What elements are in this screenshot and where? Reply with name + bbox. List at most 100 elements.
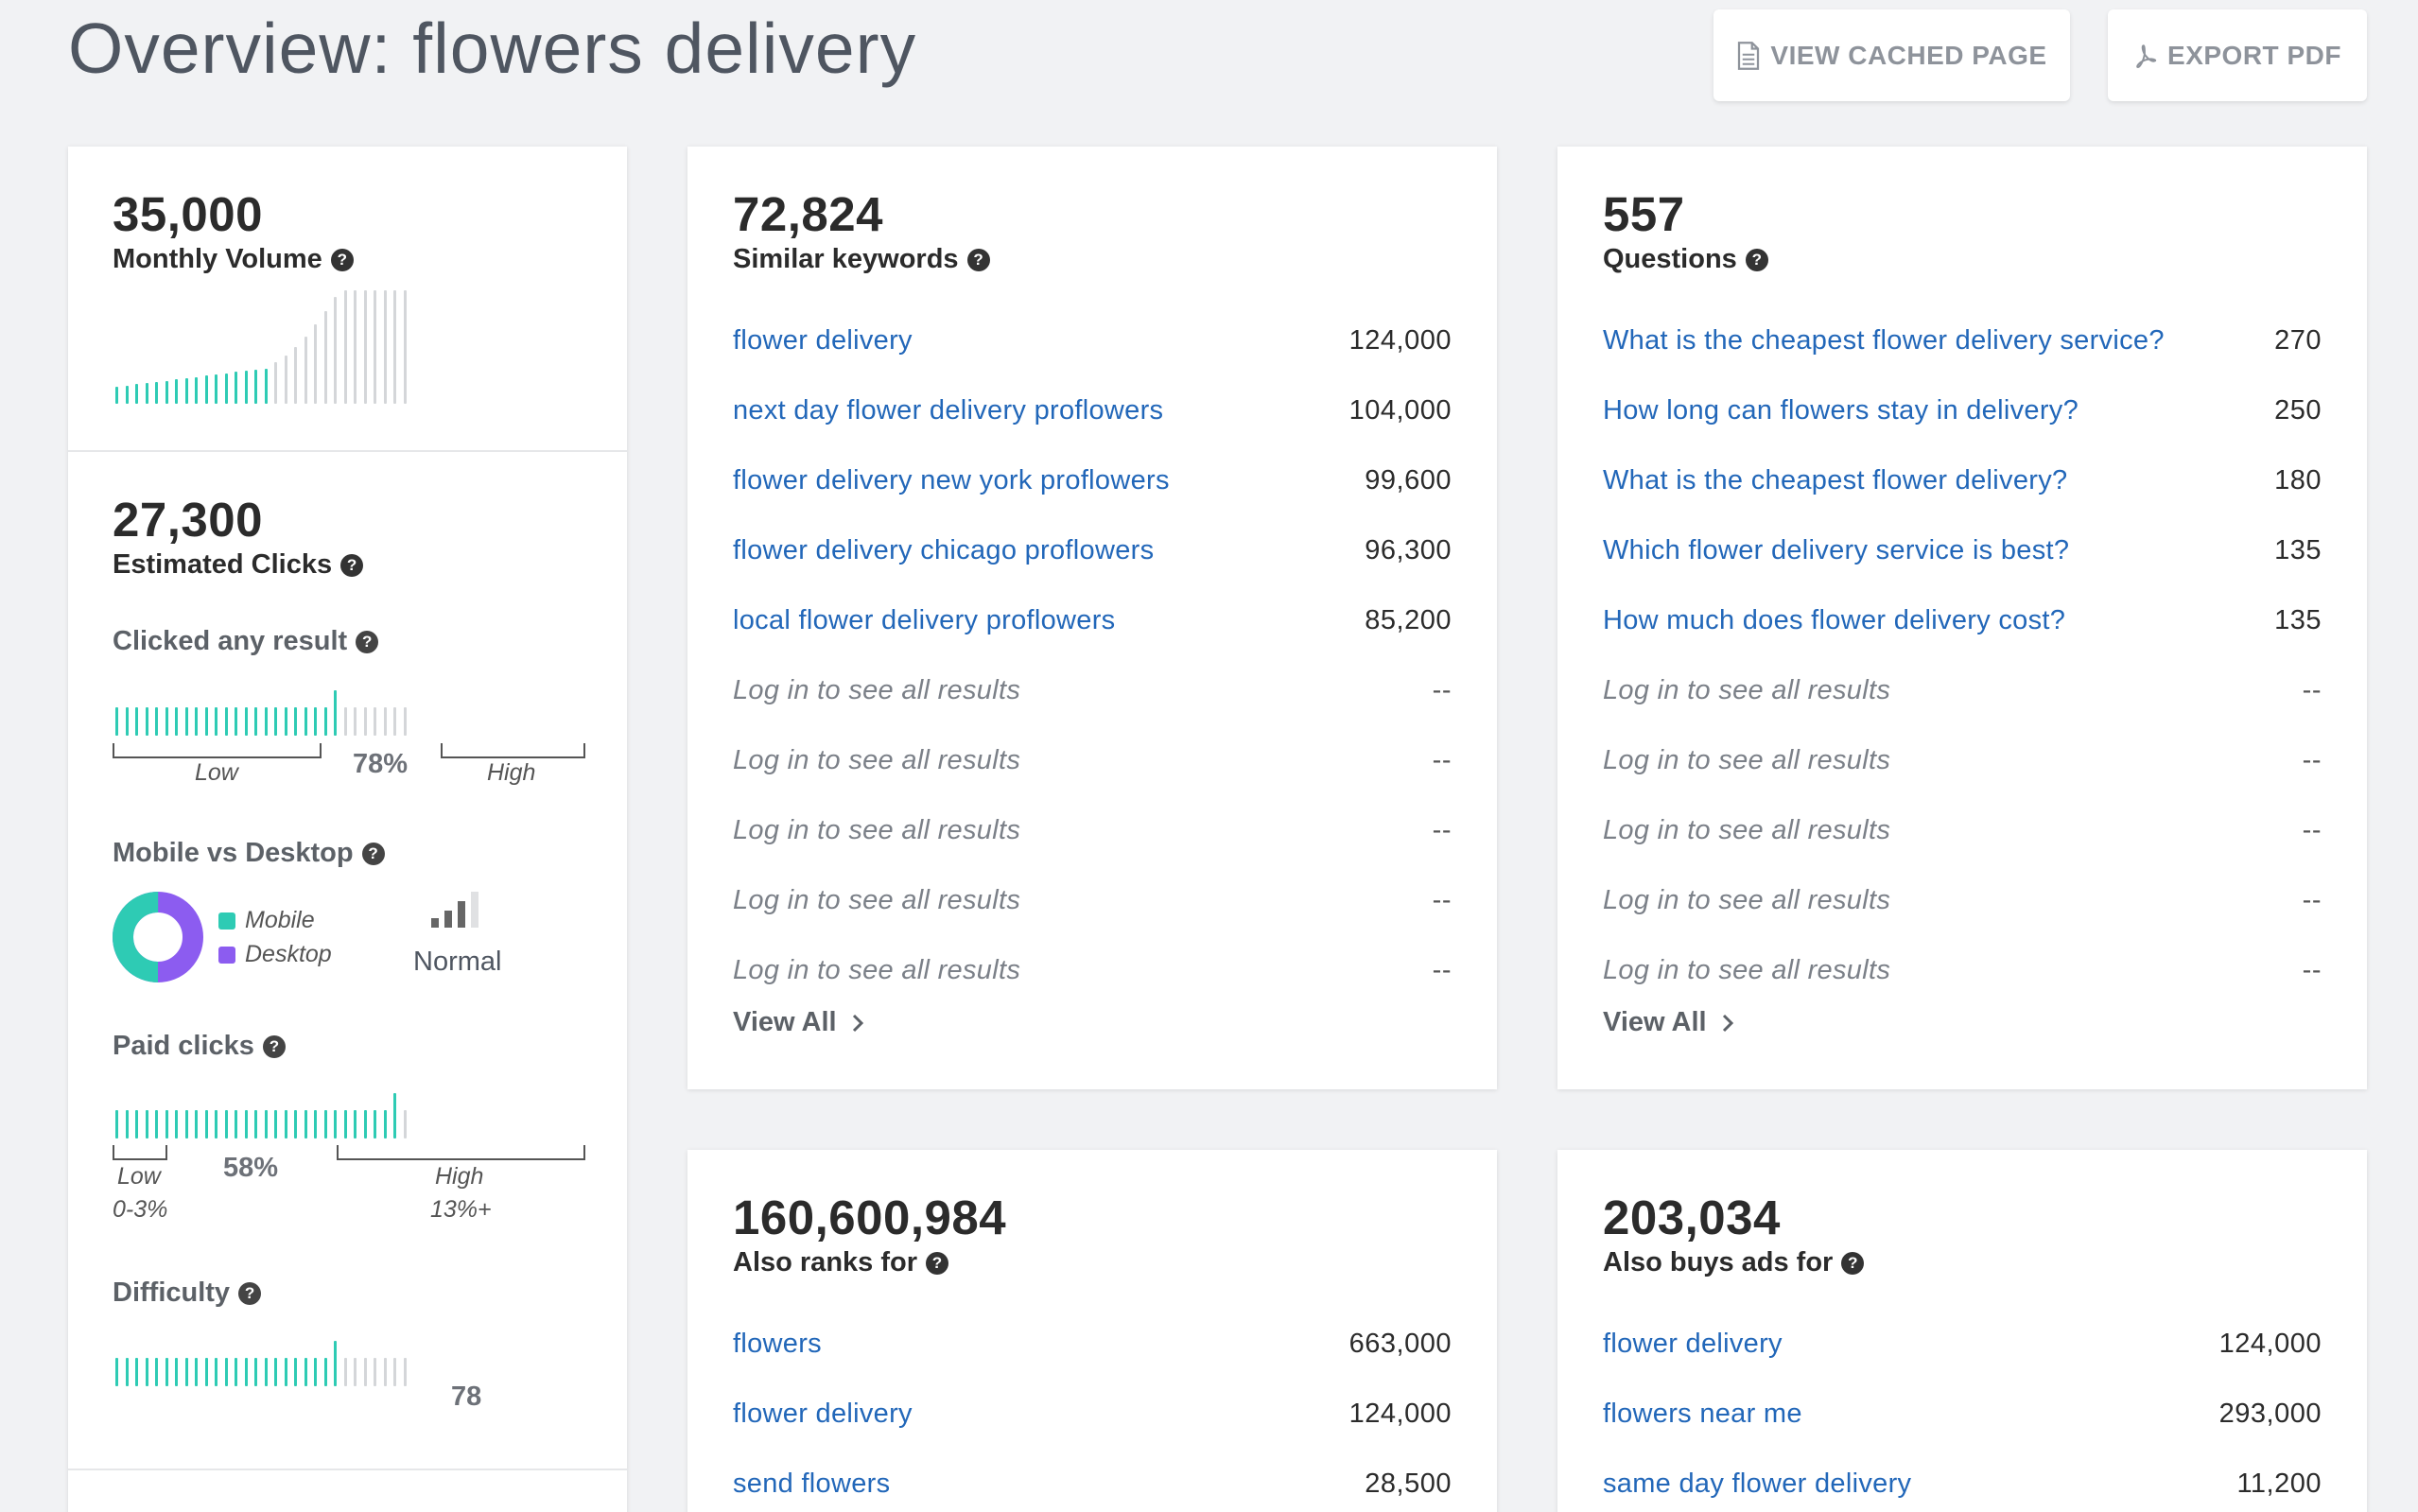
mobile-legend: Mobile <box>218 907 315 934</box>
questions-label-text: Questions <box>1603 244 1737 274</box>
view-all-label: View All <box>733 1007 837 1037</box>
help-icon[interactable]: ? <box>262 1034 286 1058</box>
paid-low-label: Low <box>117 1163 161 1190</box>
keyword-volume: 124,000 <box>1348 324 1452 356</box>
volume-trend-bar <box>264 368 268 404</box>
meter-tick <box>175 1358 178 1386</box>
meter-tick <box>204 1358 208 1386</box>
help-icon[interactable]: ? <box>926 1251 948 1275</box>
meter-tick <box>314 1358 317 1386</box>
help-icon[interactable]: ? <box>361 842 385 865</box>
help-icon[interactable]: ? <box>356 630 379 653</box>
question-link[interactable]: How long can flowers stay in delivery? <box>1603 394 2079 426</box>
also-ranks-for-label-text: Also ranks for <box>733 1247 917 1277</box>
locked-text[interactable]: Log in to see all results <box>1603 884 1891 915</box>
volume-trend-bar <box>383 290 387 404</box>
estimated-clicks-block: 27,300 Estimated Clicks ? <box>113 492 364 581</box>
volume-trend-bar <box>165 380 168 404</box>
meter-tick <box>215 1358 217 1386</box>
question-volume: 250 <box>2274 394 2322 426</box>
view-cached-page-label: VIEW CACHED PAGE <box>1770 40 2047 70</box>
mobile-legend-text: Mobile <box>245 907 315 933</box>
keyword-link[interactable]: flowers near me <box>1603 1398 1802 1429</box>
meter-tick <box>254 707 257 736</box>
question-row: Which flower delivery service is best? 13… <box>1603 515 2322 585</box>
question-link[interactable]: What is the cheapest flower delivery ser… <box>1603 324 2165 356</box>
keyword-link[interactable]: send flowers <box>733 1468 891 1499</box>
meter-tick <box>334 1110 337 1138</box>
volume-trend-bar <box>204 375 208 404</box>
keyword-volume: 104,000 <box>1348 394 1452 426</box>
locked-text[interactable]: Log in to see all results <box>733 814 1021 845</box>
also-ranks-for-card: 160,600,984 Also ranks for ? flowers 663,… <box>687 1150 1497 1512</box>
meter-tick <box>304 707 307 736</box>
locked-text[interactable]: Log in to see all results <box>733 954 1021 985</box>
keyword-link[interactable]: flower delivery <box>733 1398 913 1429</box>
meter-tick <box>204 1110 208 1138</box>
meter-tick <box>383 707 387 736</box>
help-icon[interactable]: ? <box>1745 248 1768 271</box>
export-pdf-button[interactable]: EXPORT PDF <box>2108 9 2367 101</box>
locked-row: Log in to see all results -- <box>1603 795 2322 865</box>
keyword-link[interactable]: flower delivery <box>1603 1328 1783 1359</box>
keyword-volume: 124,000 <box>2218 1328 2322 1359</box>
help-icon[interactable]: ? <box>1841 1251 1865 1275</box>
keyword-link[interactable]: flower delivery chicago proflowers <box>733 534 1155 565</box>
help-icon[interactable]: ? <box>238 1281 262 1305</box>
meter-tick <box>115 707 118 736</box>
desktop-swatch <box>218 946 235 964</box>
view-all-similar-button[interactable]: View All <box>733 1007 865 1038</box>
keyword-volume: 99,600 <box>1365 464 1452 495</box>
volume-trend-bar <box>115 387 118 404</box>
locked-text[interactable]: Log in to see all results <box>733 674 1021 705</box>
question-link[interactable]: What is the cheapest flower delivery? <box>1603 464 2068 495</box>
keyword-link[interactable]: flowers <box>733 1328 822 1359</box>
locked-text[interactable]: Log in to see all results <box>1603 954 1891 985</box>
meter-tick <box>284 1110 287 1138</box>
help-icon[interactable]: ? <box>340 553 364 577</box>
similar-keywords-label-text: Similar keywords <box>733 244 959 274</box>
help-icon[interactable]: ? <box>330 248 354 271</box>
keyword-link[interactable]: flower delivery <box>733 324 913 356</box>
keyword-volume: 663,000 <box>1348 1328 1452 1359</box>
meter-tick <box>145 1110 148 1138</box>
volume-trend-bar <box>215 374 217 404</box>
keyword-row: next day flower delivery proflowers 104,0… <box>733 375 1452 445</box>
meter-tick <box>224 1358 228 1386</box>
clicked-any-result-label: Clicked any result ? <box>113 626 379 657</box>
meter-tick <box>165 1358 168 1386</box>
meter-tick <box>403 1110 407 1138</box>
questions-list: What is the cheapest flower delivery ser… <box>1603 305 2322 1005</box>
keyword-link[interactable]: flower delivery new york proflowers <box>733 464 1170 495</box>
question-volume: 135 <box>2274 534 2322 565</box>
locked-text[interactable]: Log in to see all results <box>1603 674 1891 705</box>
clicked-any-result-label-text: Clicked any result <box>113 626 348 656</box>
volume-trend-bar <box>195 376 198 404</box>
question-link[interactable]: How much does flower delivery cost? <box>1603 604 2066 635</box>
locked-text[interactable]: Log in to see all results <box>733 884 1021 915</box>
desktop-legend-text: Desktop <box>245 941 332 967</box>
locked-text[interactable]: Log in to see all results <box>1603 814 1891 845</box>
similar-keywords-header: 72,824 Similar keywords ? <box>733 186 990 275</box>
locked-text[interactable]: Log in to see all results <box>1603 744 1891 775</box>
question-volume: 270 <box>2274 324 2322 356</box>
similar-keywords-count: 72,824 <box>733 187 883 241</box>
export-pdf-label: EXPORT PDF <box>2167 40 2341 70</box>
volume-trend-bar <box>284 356 287 404</box>
keyword-row: flower delivery chicago proflowers 96,300 <box>733 515 1452 585</box>
meter-tick <box>175 1110 178 1138</box>
clicked-any-result-meter <box>115 686 413 736</box>
locked-text[interactable]: Log in to see all results <box>733 744 1021 775</box>
question-row: How long can flowers stay in delivery? 25… <box>1603 375 2322 445</box>
view-all-questions-button[interactable]: View All <box>1603 1007 1735 1038</box>
meter-tick <box>125 1110 129 1138</box>
locked-row: Log in to see all results -- <box>1603 935 2322 1005</box>
keyword-link[interactable]: local flower delivery proflowers <box>733 604 1116 635</box>
help-icon[interactable]: ? <box>966 248 990 271</box>
question-link[interactable]: Which flower delivery service is best? <box>1603 534 2070 565</box>
keyword-link[interactable]: next day flower delivery proflowers <box>733 394 1164 426</box>
keyword-link[interactable]: same day flower delivery <box>1603 1468 1912 1499</box>
high-range-bracket <box>337 1145 585 1160</box>
volume-trend-bar <box>224 373 228 404</box>
view-cached-page-button[interactable]: VIEW CACHED PAGE <box>1713 9 2070 101</box>
